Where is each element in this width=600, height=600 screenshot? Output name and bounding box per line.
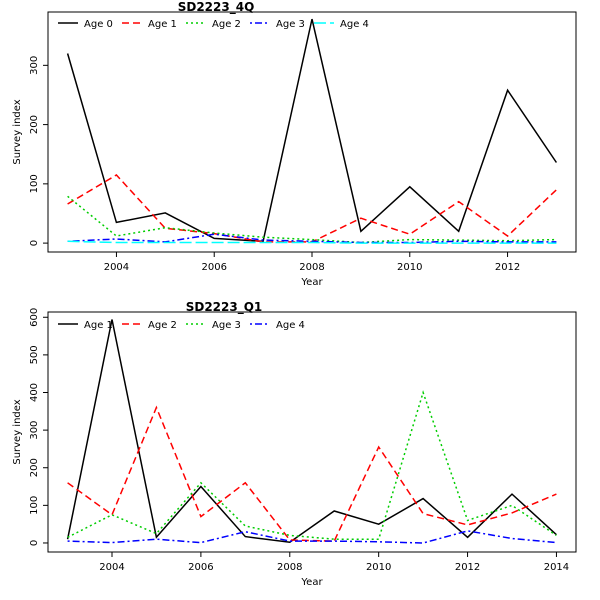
series-line-age-1 [66, 319, 557, 543]
chart-title: SD2223_4Q [178, 0, 255, 15]
series-line-age-2 [67, 405, 557, 542]
series-line-age-0 [66, 18, 558, 243]
x-tick-label: 2008 [299, 262, 324, 273]
y-tick-label: 400 [29, 383, 40, 402]
x-tick-label: 2010 [397, 262, 422, 273]
x-tick-label: 2006 [188, 562, 213, 573]
legend-entry: Age 3 [276, 19, 305, 30]
x-tick-label: 2010 [366, 562, 391, 573]
legend-entry: Age 0 [84, 19, 113, 30]
series-line-age-4 [67, 240, 557, 244]
x-tick-label: 2006 [201, 262, 226, 273]
y-tick-label: 0 [29, 240, 40, 246]
y-tick-label: 200 [29, 115, 40, 134]
y-tick-label: 0 [29, 540, 40, 546]
y-tick-label: 500 [29, 345, 40, 364]
legend-entry: Age 4 [340, 19, 369, 30]
legend-entry: Age 2 [148, 320, 177, 331]
chart-panel-2: 2004 2006 2008 2010 2012 2014 0 100 200 300 400 500… [12, 300, 577, 588]
series-line-age-4 [67, 530, 557, 544]
legend-entry: Age 3 [212, 320, 241, 331]
y-axis-label: Survey index [12, 99, 23, 164]
x-tick-label: 2004 [99, 562, 124, 573]
legend-entry: Age 1 [84, 320, 113, 331]
series-line-age-3 [67, 390, 557, 540]
x-tick-label: 2012 [455, 562, 480, 573]
x-tick-label: 2012 [495, 262, 520, 273]
legend-entry: Age 4 [276, 320, 305, 331]
series-line-age-3 [67, 233, 557, 244]
y-tick-label: 100 [29, 496, 40, 515]
x-tick-label: 2014 [544, 562, 569, 573]
plot-frame [47, 311, 577, 553]
x-tick-label: 2008 [277, 562, 302, 573]
y-tick-label: 100 [29, 174, 40, 193]
x-tick-label: 2004 [104, 262, 129, 273]
y-axis-label: Survey index [12, 399, 23, 464]
series-line-age-1 [67, 174, 557, 243]
chart-title: SD2223_Q1 [186, 300, 263, 315]
chart-panel-1: 2004 2006 2008 2010 2012 0 100 200 300 Year Survey… [12, 0, 577, 288]
legend-entry: Age 2 [212, 19, 241, 30]
y-tick-label: 600 [29, 308, 40, 327]
y-tick-label: 300 [29, 56, 40, 75]
x-axis-label: Year [300, 577, 323, 588]
y-tick-label: 300 [29, 421, 40, 440]
series-line-age-2 [67, 195, 557, 244]
plot-frame [47, 11, 577, 253]
y-tick-label: 200 [29, 458, 40, 477]
legend-entry: Age 1 [148, 19, 177, 30]
x-axis-label: Year [300, 277, 323, 288]
